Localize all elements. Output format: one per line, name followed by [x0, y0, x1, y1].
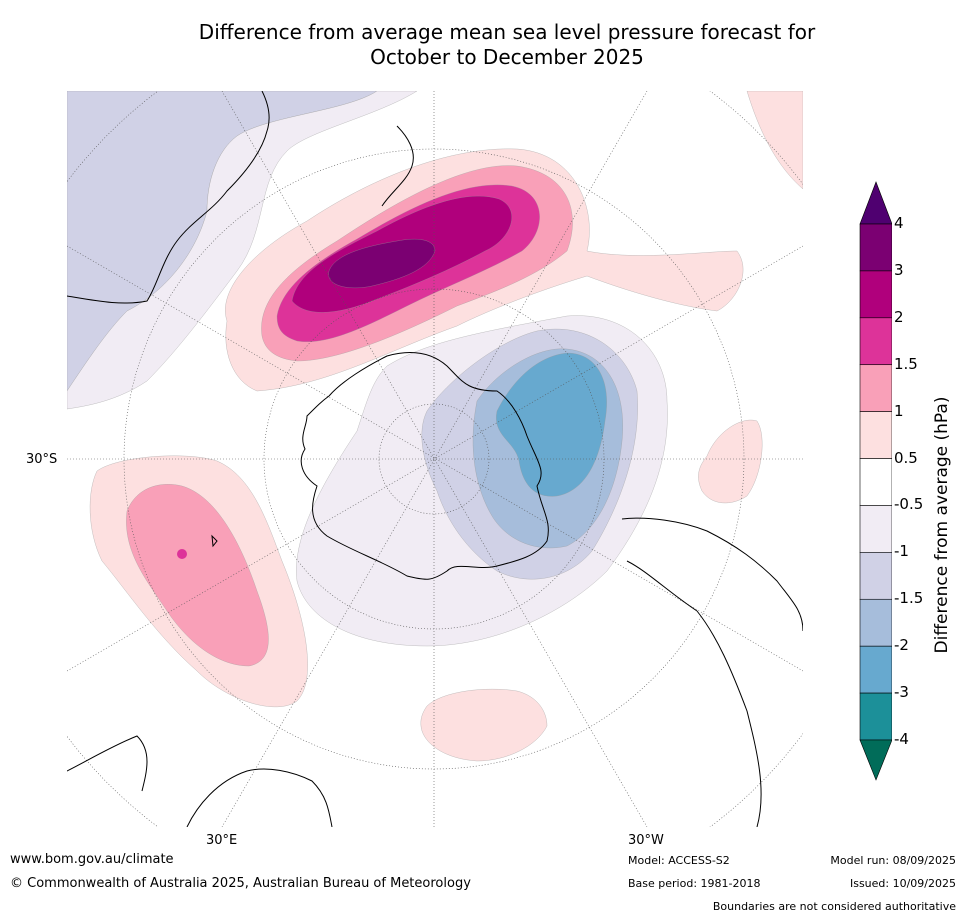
colorbar-tick-label: 1	[894, 401, 904, 420]
footer-issued: Issued: 10/09/2025	[849, 877, 956, 890]
coastline-new-zealand	[381, 125, 414, 207]
title-line-2: October to December 2025	[370, 45, 644, 69]
colorbar-tick-label: -1.5	[894, 589, 924, 608]
colorbar-segment	[859, 364, 892, 412]
colorbar-tick-label: -1	[894, 542, 909, 561]
colorbar-over-triangle	[859, 181, 892, 225]
footer-disclaimer: Boundaries are not considered authoritat…	[712, 900, 956, 913]
colorbar-tick-label: -3	[894, 683, 909, 702]
colorbar-segment	[859, 411, 892, 459]
coastline-madagascar	[211, 534, 218, 548]
lon-label-30e: 30°E	[206, 833, 238, 848]
colorbar-segment	[859, 317, 892, 366]
anomaly-region-pos-0-5-northeast	[746, 91, 803, 190]
footer-website[interactable]: www.bom.gov.au/climate	[10, 852, 174, 867]
colorbar-tick-label: 1.5	[894, 354, 918, 373]
footer-base-period: Base period: 1981-2018	[628, 877, 761, 890]
colorbar: 4 3 2 1.5 1 0.5 -0.5 -1 -1.5 -2 -3 -4 Difference fr…	[850, 180, 960, 790]
colorbar-tick-label: -2	[894, 636, 909, 655]
lat-label-30s: 30°S	[26, 452, 58, 467]
map-title: Difference from average mean sea level p…	[0, 20, 965, 70]
anomaly-region-pos-3-pacific	[328, 239, 436, 289]
colorbar-graphic	[859, 181, 892, 781]
map-canvas	[67, 91, 803, 827]
colorbar-segment	[859, 458, 892, 506]
anomaly-region-pos-1-5-indian	[177, 549, 187, 559]
colorbar-segment	[859, 692, 892, 741]
colorbar-segment	[859, 645, 892, 694]
colorbar-segment	[859, 270, 892, 319]
colorbar-tick-label: 4	[894, 214, 904, 232]
colorbar-segment	[859, 598, 892, 647]
footer-model-run: Model run: 08/09/2025	[830, 854, 956, 867]
colorbar-tick-label: 0.5	[894, 448, 918, 467]
colorbar-title: Difference from average (hPa)	[932, 396, 952, 654]
anomaly-region-pos-0-5-atlantic	[698, 419, 763, 504]
colorbar-segment	[859, 552, 892, 600]
title-line-1: Difference from average mean sea level p…	[198, 20, 816, 44]
graticule	[67, 91, 803, 827]
anomaly-region-pos-1-indian	[126, 484, 269, 667]
coastline-antarctica	[300, 352, 549, 580]
colorbar-segment	[859, 505, 892, 553]
colorbar-tick-label: 2	[894, 307, 904, 326]
coastline-south-america	[621, 517, 803, 827]
colorbar-tick-label: 3	[894, 260, 904, 279]
colorbar-segment	[859, 223, 892, 272]
coastline-australia	[67, 91, 270, 304]
coastline-africa	[67, 735, 333, 827]
colorbar-tick-label: -0.5	[894, 495, 924, 514]
colorbar-under-triangle	[859, 739, 892, 781]
pressure-anomaly-map	[67, 91, 803, 827]
footer-copyright: © Commonwealth of Australia 2025, Austra…	[10, 876, 471, 891]
anomaly-region-weak-neg-australia	[67, 91, 418, 410]
anomaly-region-pos-0-5-south-indian	[420, 689, 548, 762]
footer-model: Model: ACCESS-S2	[628, 854, 730, 867]
colorbar-tick-label: -4	[894, 730, 909, 748]
coastlines	[67, 91, 803, 827]
lon-label-30w: 30°W	[628, 833, 664, 848]
anomaly-region-neg-2-weddell	[496, 352, 607, 497]
